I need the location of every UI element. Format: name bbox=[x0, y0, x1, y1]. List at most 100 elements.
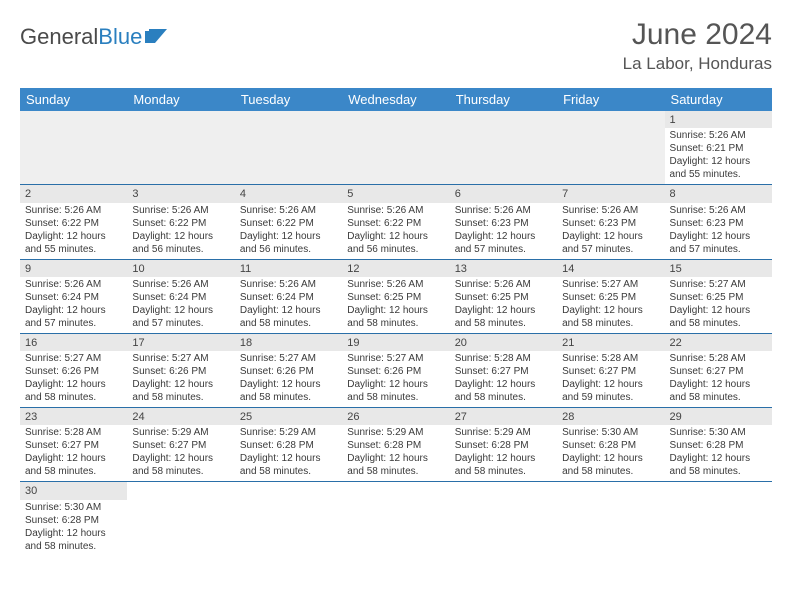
calendar-cell bbox=[127, 482, 234, 556]
calendar-cell bbox=[342, 482, 449, 556]
header: GeneralBlue June 2024 La Labor, Honduras bbox=[20, 18, 772, 74]
calendar-cell: 8Sunrise: 5:26 AMSunset: 6:23 PMDaylight… bbox=[665, 185, 772, 259]
day-number: 30 bbox=[20, 482, 127, 499]
calendar-cell bbox=[20, 111, 127, 185]
day-number: 17 bbox=[127, 334, 234, 351]
calendar-cell: 23Sunrise: 5:28 AMSunset: 6:27 PMDayligh… bbox=[20, 408, 127, 482]
day-body: Sunrise: 5:26 AMSunset: 6:22 PMDaylight:… bbox=[235, 203, 342, 259]
day-body: Sunrise: 5:27 AMSunset: 6:25 PMDaylight:… bbox=[557, 277, 664, 333]
location-label: La Labor, Honduras bbox=[623, 54, 772, 74]
day-body: Sunrise: 5:28 AMSunset: 6:27 PMDaylight:… bbox=[665, 351, 772, 407]
sunrise-text: Sunrise: 5:27 AM bbox=[562, 278, 659, 291]
calendar-table: SundayMondayTuesdayWednesdayThursdayFrid… bbox=[20, 88, 772, 556]
daylight-text: Daylight: 12 hours and 58 minutes. bbox=[240, 452, 337, 478]
daylight-text: Daylight: 12 hours and 58 minutes. bbox=[132, 378, 229, 404]
sunrise-text: Sunrise: 5:29 AM bbox=[347, 426, 444, 439]
daylight-text: Daylight: 12 hours and 58 minutes. bbox=[455, 452, 552, 478]
day-header: Saturday bbox=[665, 88, 772, 111]
day-header-row: SundayMondayTuesdayWednesdayThursdayFrid… bbox=[20, 88, 772, 111]
day-body: Sunrise: 5:26 AMSunset: 6:25 PMDaylight:… bbox=[342, 277, 449, 333]
day-body: Sunrise: 5:30 AMSunset: 6:28 PMDaylight:… bbox=[557, 425, 664, 481]
day-body: Sunrise: 5:26 AMSunset: 6:23 PMDaylight:… bbox=[665, 203, 772, 259]
daylight-text: Daylight: 12 hours and 55 minutes. bbox=[25, 230, 122, 256]
day-number: 8 bbox=[665, 185, 772, 202]
sunset-text: Sunset: 6:22 PM bbox=[132, 217, 229, 230]
daylight-text: Daylight: 12 hours and 56 minutes. bbox=[240, 230, 337, 256]
calendar-cell: 10Sunrise: 5:26 AMSunset: 6:24 PMDayligh… bbox=[127, 259, 234, 333]
sunset-text: Sunset: 6:25 PM bbox=[670, 291, 767, 304]
day-number: 2 bbox=[20, 185, 127, 202]
sunrise-text: Sunrise: 5:26 AM bbox=[25, 278, 122, 291]
title-block: June 2024 La Labor, Honduras bbox=[623, 18, 772, 74]
day-number: 10 bbox=[127, 260, 234, 277]
day-number: 14 bbox=[557, 260, 664, 277]
calendar-cell: 18Sunrise: 5:27 AMSunset: 6:26 PMDayligh… bbox=[235, 333, 342, 407]
day-header: Sunday bbox=[20, 88, 127, 111]
daylight-text: Daylight: 12 hours and 58 minutes. bbox=[132, 452, 229, 478]
day-body: Sunrise: 5:27 AMSunset: 6:26 PMDaylight:… bbox=[235, 351, 342, 407]
sunset-text: Sunset: 6:22 PM bbox=[25, 217, 122, 230]
daylight-text: Daylight: 12 hours and 59 minutes. bbox=[562, 378, 659, 404]
day-body: Sunrise: 5:27 AMSunset: 6:26 PMDaylight:… bbox=[20, 351, 127, 407]
calendar-cell bbox=[557, 482, 664, 556]
daylight-text: Daylight: 12 hours and 55 minutes. bbox=[670, 155, 767, 181]
day-body: Sunrise: 5:26 AMSunset: 6:25 PMDaylight:… bbox=[450, 277, 557, 333]
calendar-cell: 19Sunrise: 5:27 AMSunset: 6:26 PMDayligh… bbox=[342, 333, 449, 407]
day-number: 1 bbox=[665, 111, 772, 128]
sunset-text: Sunset: 6:25 PM bbox=[455, 291, 552, 304]
calendar-cell: 4Sunrise: 5:26 AMSunset: 6:22 PMDaylight… bbox=[235, 185, 342, 259]
day-body: Sunrise: 5:26 AMSunset: 6:23 PMDaylight:… bbox=[450, 203, 557, 259]
daylight-text: Daylight: 12 hours and 58 minutes. bbox=[25, 527, 122, 553]
day-body: Sunrise: 5:26 AMSunset: 6:24 PMDaylight:… bbox=[20, 277, 127, 333]
day-number: 27 bbox=[450, 408, 557, 425]
sunrise-text: Sunrise: 5:27 AM bbox=[670, 278, 767, 291]
day-number: 16 bbox=[20, 334, 127, 351]
calendar-week: 23Sunrise: 5:28 AMSunset: 6:27 PMDayligh… bbox=[20, 408, 772, 482]
calendar-cell: 30Sunrise: 5:30 AMSunset: 6:28 PMDayligh… bbox=[20, 482, 127, 556]
calendar-cell: 24Sunrise: 5:29 AMSunset: 6:27 PMDayligh… bbox=[127, 408, 234, 482]
sunset-text: Sunset: 6:21 PM bbox=[670, 142, 767, 155]
sunrise-text: Sunrise: 5:26 AM bbox=[455, 278, 552, 291]
calendar-cell: 29Sunrise: 5:30 AMSunset: 6:28 PMDayligh… bbox=[665, 408, 772, 482]
day-number: 9 bbox=[20, 260, 127, 277]
day-body: Sunrise: 5:26 AMSunset: 6:22 PMDaylight:… bbox=[127, 203, 234, 259]
daylight-text: Daylight: 12 hours and 58 minutes. bbox=[25, 378, 122, 404]
sunrise-text: Sunrise: 5:26 AM bbox=[240, 278, 337, 291]
day-number: 19 bbox=[342, 334, 449, 351]
sunrise-text: Sunrise: 5:28 AM bbox=[670, 352, 767, 365]
day-number: 18 bbox=[235, 334, 342, 351]
day-number: 15 bbox=[665, 260, 772, 277]
sunset-text: Sunset: 6:28 PM bbox=[562, 439, 659, 452]
sunset-text: Sunset: 6:26 PM bbox=[25, 365, 122, 378]
day-body: Sunrise: 5:26 AMSunset: 6:22 PMDaylight:… bbox=[20, 203, 127, 259]
daylight-text: Daylight: 12 hours and 58 minutes. bbox=[670, 378, 767, 404]
sunset-text: Sunset: 6:25 PM bbox=[347, 291, 444, 304]
calendar-cell: 1Sunrise: 5:26 AMSunset: 6:21 PMDaylight… bbox=[665, 111, 772, 185]
day-number: 26 bbox=[342, 408, 449, 425]
sunset-text: Sunset: 6:23 PM bbox=[562, 217, 659, 230]
calendar-week: 9Sunrise: 5:26 AMSunset: 6:24 PMDaylight… bbox=[20, 259, 772, 333]
daylight-text: Daylight: 12 hours and 58 minutes. bbox=[240, 304, 337, 330]
sunset-text: Sunset: 6:23 PM bbox=[455, 217, 552, 230]
day-body: Sunrise: 5:29 AMSunset: 6:28 PMDaylight:… bbox=[450, 425, 557, 481]
day-body: Sunrise: 5:28 AMSunset: 6:27 PMDaylight:… bbox=[450, 351, 557, 407]
calendar-cell: 11Sunrise: 5:26 AMSunset: 6:24 PMDayligh… bbox=[235, 259, 342, 333]
sunset-text: Sunset: 6:24 PM bbox=[25, 291, 122, 304]
sunrise-text: Sunrise: 5:26 AM bbox=[132, 278, 229, 291]
day-header: Tuesday bbox=[235, 88, 342, 111]
sunset-text: Sunset: 6:28 PM bbox=[347, 439, 444, 452]
sunset-text: Sunset: 6:28 PM bbox=[240, 439, 337, 452]
sunset-text: Sunset: 6:28 PM bbox=[25, 514, 122, 527]
sunrise-text: Sunrise: 5:28 AM bbox=[455, 352, 552, 365]
day-number: 3 bbox=[127, 185, 234, 202]
daylight-text: Daylight: 12 hours and 58 minutes. bbox=[562, 304, 659, 330]
daylight-text: Daylight: 12 hours and 58 minutes. bbox=[455, 378, 552, 404]
daylight-text: Daylight: 12 hours and 58 minutes. bbox=[240, 378, 337, 404]
daylight-text: Daylight: 12 hours and 56 minutes. bbox=[132, 230, 229, 256]
calendar-cell: 22Sunrise: 5:28 AMSunset: 6:27 PMDayligh… bbox=[665, 333, 772, 407]
logo-word-blue: Blue bbox=[98, 24, 142, 50]
day-number: 23 bbox=[20, 408, 127, 425]
daylight-text: Daylight: 12 hours and 58 minutes. bbox=[347, 452, 444, 478]
logo-word-general: General bbox=[20, 24, 98, 50]
daylight-text: Daylight: 12 hours and 58 minutes. bbox=[455, 304, 552, 330]
